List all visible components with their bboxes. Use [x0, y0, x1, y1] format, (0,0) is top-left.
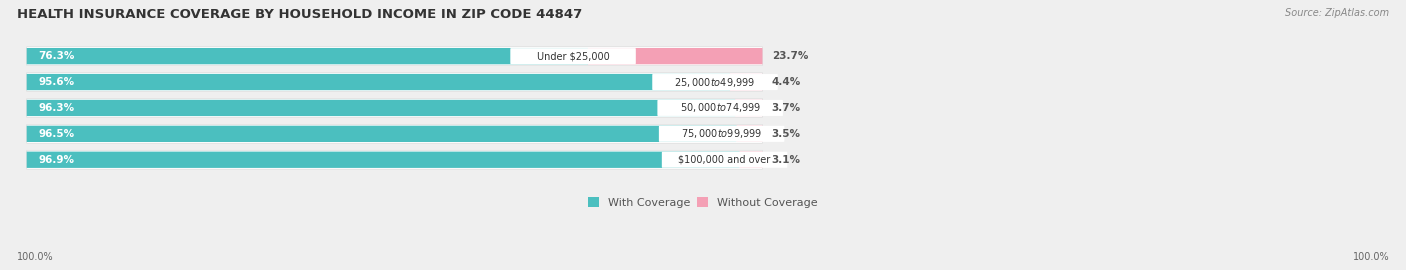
Text: $75,000 to $99,999: $75,000 to $99,999: [681, 127, 762, 140]
FancyBboxPatch shape: [737, 126, 762, 142]
Text: 96.5%: 96.5%: [39, 129, 75, 139]
FancyBboxPatch shape: [735, 100, 762, 116]
Text: 4.4%: 4.4%: [772, 77, 801, 87]
FancyBboxPatch shape: [27, 100, 735, 116]
Text: $100,000 and over: $100,000 and over: [679, 155, 770, 165]
FancyBboxPatch shape: [27, 73, 762, 92]
FancyBboxPatch shape: [740, 151, 762, 168]
Text: 95.6%: 95.6%: [39, 77, 75, 87]
FancyBboxPatch shape: [662, 152, 787, 168]
FancyBboxPatch shape: [652, 74, 778, 90]
FancyBboxPatch shape: [27, 124, 762, 143]
FancyBboxPatch shape: [730, 74, 762, 90]
FancyBboxPatch shape: [510, 48, 636, 64]
Text: Source: ZipAtlas.com: Source: ZipAtlas.com: [1285, 8, 1389, 18]
FancyBboxPatch shape: [27, 74, 730, 90]
Text: 76.3%: 76.3%: [39, 51, 75, 61]
Text: 23.7%: 23.7%: [772, 51, 808, 61]
FancyBboxPatch shape: [27, 150, 762, 169]
Text: $25,000 to $49,999: $25,000 to $49,999: [675, 76, 755, 89]
FancyBboxPatch shape: [27, 126, 737, 142]
Text: 96.3%: 96.3%: [39, 103, 75, 113]
FancyBboxPatch shape: [658, 100, 783, 116]
Text: Under $25,000: Under $25,000: [537, 51, 609, 61]
Text: 100.0%: 100.0%: [1353, 252, 1389, 262]
Text: 3.7%: 3.7%: [772, 103, 801, 113]
FancyBboxPatch shape: [27, 99, 762, 117]
FancyBboxPatch shape: [27, 151, 740, 168]
Legend: With Coverage, Without Coverage: With Coverage, Without Coverage: [583, 193, 823, 212]
Text: 100.0%: 100.0%: [17, 252, 53, 262]
Text: HEALTH INSURANCE COVERAGE BY HOUSEHOLD INCOME IN ZIP CODE 44847: HEALTH INSURANCE COVERAGE BY HOUSEHOLD I…: [17, 8, 582, 21]
Text: 3.5%: 3.5%: [772, 129, 801, 139]
Text: 3.1%: 3.1%: [772, 155, 801, 165]
Text: $50,000 to $74,999: $50,000 to $74,999: [679, 102, 761, 114]
FancyBboxPatch shape: [27, 47, 762, 66]
Text: 96.9%: 96.9%: [39, 155, 75, 165]
FancyBboxPatch shape: [27, 48, 588, 64]
FancyBboxPatch shape: [659, 126, 785, 142]
FancyBboxPatch shape: [588, 48, 762, 64]
